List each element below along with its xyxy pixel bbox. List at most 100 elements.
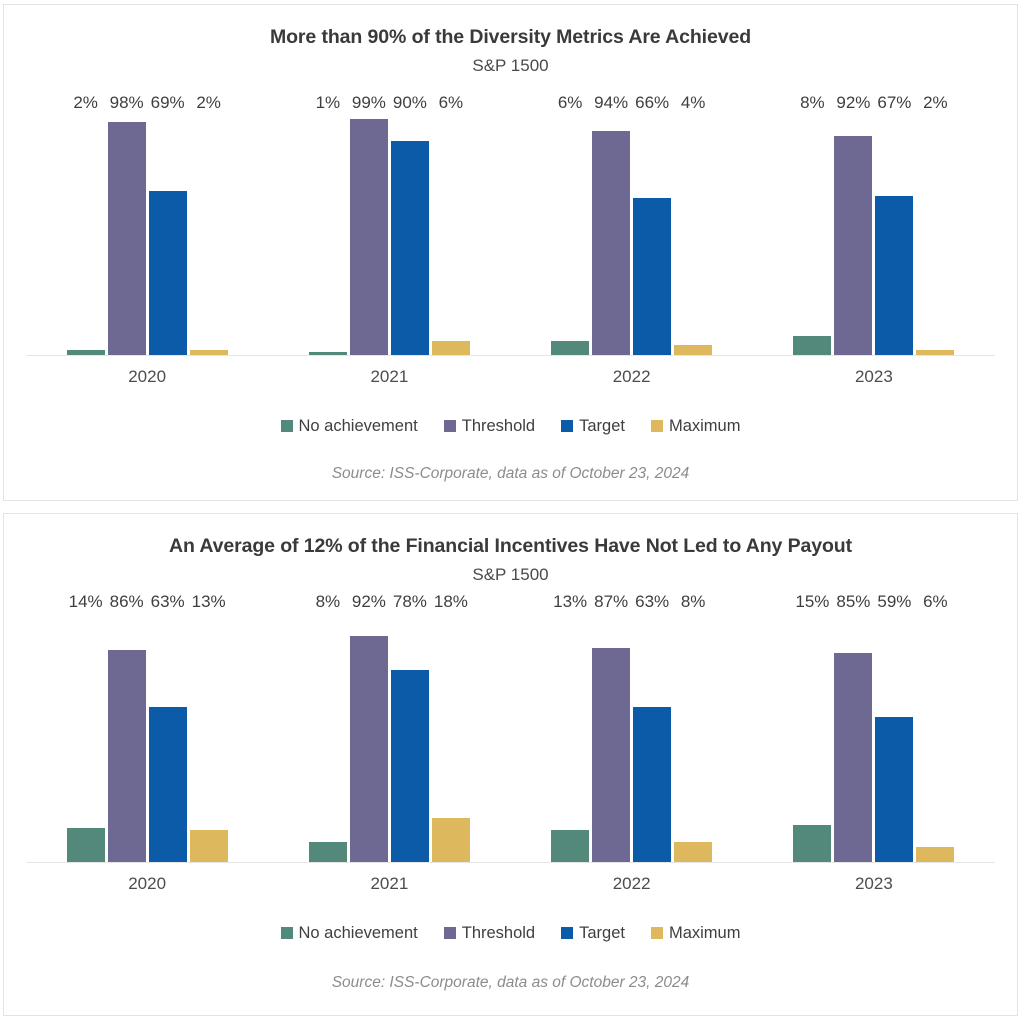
bar[interactable]: 86% — [107, 592, 146, 862]
x-axis-labels: 2020 2021 2022 2023 — [26, 367, 995, 387]
bar[interactable]: 90% — [390, 93, 429, 355]
bar[interactable]: 63% — [633, 592, 672, 862]
bar-group: 8% 92% 78% 18% — [268, 592, 510, 862]
bar-set: 15% 85% 59% 6% — [753, 592, 995, 862]
bar[interactable]: 6% — [916, 592, 955, 862]
legend-swatch-icon — [280, 420, 293, 433]
bar[interactable]: 6% — [551, 93, 590, 355]
bar[interactable]: 18% — [431, 592, 470, 862]
bar-set: 1% 99% 90% 6% — [268, 93, 510, 355]
bar[interactable]: 8% — [793, 93, 832, 355]
bar-value-label: 8% — [680, 591, 706, 611]
plot-area: 2% 98% 69% 2% 1% 99% 90% 6% 6% 94% 66% 4% 8% 92% 67% 2%… — [4, 77, 1017, 500]
legend-item[interactable]: Maximum — [650, 416, 741, 436]
bar[interactable]: 8% — [308, 592, 347, 862]
legend-item[interactable]: No achievement — [280, 416, 418, 436]
bar-slot: 92% — [349, 592, 388, 862]
bar-value-label: 6% — [557, 92, 583, 112]
bar-slot: 6% — [916, 592, 955, 862]
bar-slot: 98% — [107, 93, 146, 355]
bar-value-label: 98% — [109, 92, 144, 112]
bar[interactable]: 66% — [633, 93, 672, 355]
bar-value-label: 92% — [351, 591, 386, 611]
bar-slot: 63% — [633, 592, 672, 862]
bar[interactable]: 85% — [834, 592, 873, 862]
bar-slot: 8% — [793, 93, 832, 355]
bar-slot: 6% — [551, 93, 590, 355]
source-note: Source: ISS-Corporate, data as of Octobe… — [331, 973, 690, 991]
bar[interactable]: 87% — [592, 592, 631, 862]
legend-item[interactable]: Threshold — [443, 923, 536, 943]
bar-slot: 92% — [834, 93, 873, 355]
bar[interactable]: 15% — [793, 592, 832, 862]
source-note: Source: ISS-Corporate, data as of Octobe… — [331, 464, 690, 482]
bar-value-label: 59% — [877, 591, 912, 611]
legend-label: Target — [579, 416, 625, 435]
legend-item[interactable]: Target — [561, 924, 625, 943]
axis-baseline — [26, 861, 995, 863]
bar[interactable]: 4% — [674, 93, 713, 355]
bar[interactable]: 13% — [189, 592, 228, 862]
bar[interactable]: 67% — [875, 93, 914, 355]
legend-label: Maximum — [668, 416, 741, 435]
bar-slot: 4% — [674, 93, 713, 355]
bar[interactable]: 59% — [875, 592, 914, 862]
bar-set: 8% 92% 78% 18% — [268, 592, 510, 862]
bar[interactable]: 92% — [834, 93, 873, 355]
bar-slot: 78% — [390, 592, 429, 862]
legend-label: No achievement — [298, 923, 418, 942]
bar-set: 13% 87% 63% 8% — [511, 592, 753, 862]
bar-value-label: 86% — [109, 591, 144, 611]
bar[interactable]: 1% — [308, 93, 347, 355]
bar-slot: 66% — [633, 93, 672, 355]
bar-slot: 94% — [592, 93, 631, 355]
bar-value-label: 13% — [191, 591, 226, 611]
legend-label: Threshold — [461, 923, 536, 942]
x-axis-tick-label: 2022 — [612, 366, 651, 386]
legend-swatch-icon — [650, 927, 663, 940]
chart-title: An Average of 12% of the Financial Incen… — [168, 535, 853, 557]
bar-set: 2% 98% 69% 2% — [26, 93, 268, 355]
bar[interactable]: 6% — [431, 93, 470, 355]
bar[interactable]: 2% — [916, 93, 955, 355]
chart-card-financial-incentives: An Average of 12% of the Financial Incen… — [3, 513, 1018, 1016]
bar[interactable]: 63% — [148, 592, 187, 862]
chart-header: More than 90% of the Diversity Metrics A… — [4, 5, 1017, 77]
bar-group: 1% 99% 90% 6% — [268, 93, 510, 355]
bar-slot: 13% — [551, 592, 590, 862]
bar-value-label: 63% — [635, 591, 670, 611]
bar-group: 14% 86% 63% 13% — [26, 592, 268, 862]
bar-value-label: 63% — [150, 591, 185, 611]
bar-value-label: 92% — [836, 92, 871, 112]
bar[interactable]: 69% — [148, 93, 187, 355]
bar[interactable]: 8% — [674, 592, 713, 862]
bar-value-label: 66% — [635, 92, 670, 112]
bar-group: 15% 85% 59% 6% — [753, 592, 995, 862]
legend-item[interactable]: Threshold — [443, 417, 535, 436]
bar[interactable]: 14% — [66, 592, 105, 862]
legend-item[interactable]: Target — [561, 417, 625, 436]
bar-value-label: 2% — [923, 92, 948, 112]
bar[interactable]: 2% — [66, 93, 105, 355]
bar-value-label: 15% — [795, 591, 830, 611]
bar-slot: 63% — [148, 592, 187, 862]
bar[interactable]: 13% — [551, 592, 590, 862]
chart-legend: No achievement Threshold Target Maximum — [26, 924, 995, 943]
bar[interactable]: 92% — [349, 592, 388, 862]
bar-value-label: 6% — [923, 591, 948, 611]
bar[interactable]: 98% — [107, 93, 146, 355]
bar-slot: 2% — [916, 93, 955, 355]
bar[interactable]: 94% — [592, 93, 631, 355]
bar-value-label: 67% — [877, 92, 912, 112]
bar-slot: 1% — [308, 93, 347, 355]
x-axis-tick-label: 2023 — [854, 873, 893, 893]
bar-value-label: 6% — [438, 92, 464, 112]
legend-item[interactable]: No achievement — [280, 923, 418, 943]
legend-item[interactable]: Maximum — [650, 924, 740, 943]
bar[interactable]: 99% — [349, 93, 388, 355]
bar[interactable]: 78% — [390, 592, 429, 862]
legend-label: No achievement — [298, 416, 418, 435]
bar[interactable]: 2% — [189, 93, 228, 355]
chart-subtitle: S&P 1500 — [472, 565, 549, 585]
bar-value-label: 94% — [594, 92, 629, 112]
